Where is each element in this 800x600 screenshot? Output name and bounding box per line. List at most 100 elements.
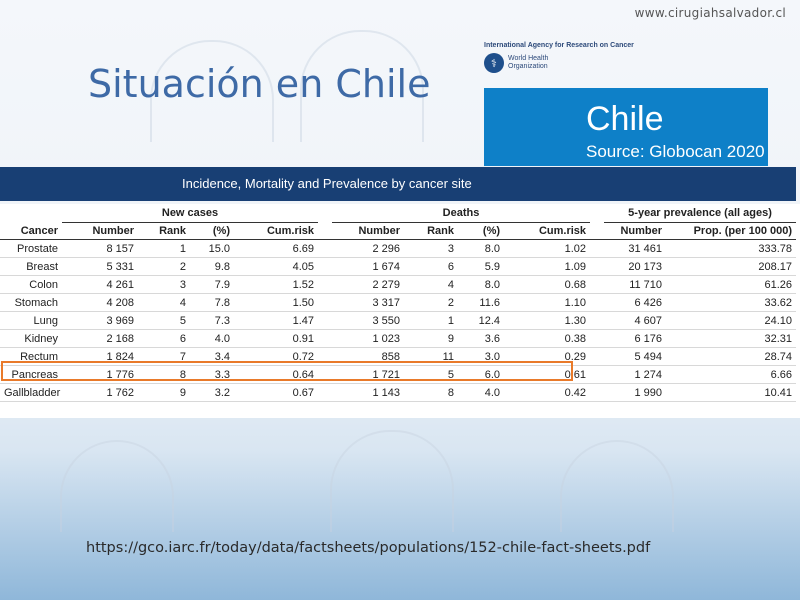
who-emblem-icon: ⚕ bbox=[484, 53, 504, 73]
cell-p-prop: 32.31 bbox=[666, 329, 797, 348]
col-nc-number: Number bbox=[62, 222, 138, 240]
country-box: Chile Source: Globocan 2020 bbox=[484, 88, 768, 166]
cell-d-cumrisk: 0.38 bbox=[504, 329, 591, 348]
cell-p-prop: 28.74 bbox=[666, 347, 797, 366]
cell-nc-pct: 7.9 bbox=[190, 275, 234, 294]
cell-p-prop: 208.17 bbox=[666, 257, 797, 276]
cell-d-rank: 5 bbox=[404, 365, 459, 384]
cell-nc-number: 1 824 bbox=[62, 347, 138, 366]
cell-nc-cumrisk: 0.72 bbox=[234, 347, 319, 366]
cell-nc-number: 8 157 bbox=[62, 239, 138, 258]
cell-p-prop: 33.62 bbox=[666, 293, 797, 312]
cell-cancer: Lung bbox=[0, 311, 62, 330]
cell-cancer: Prostate bbox=[0, 239, 62, 258]
cell-d-cumrisk: 1.10 bbox=[504, 293, 591, 312]
cell-nc-number: 1 776 bbox=[62, 365, 138, 384]
cell-p-prop: 61.26 bbox=[666, 275, 797, 294]
cell-nc-pct: 9.8 bbox=[190, 257, 234, 276]
cell-nc-cumrisk: 0.91 bbox=[234, 329, 319, 348]
col-d-pct: (%) bbox=[458, 222, 505, 240]
col-d-rank: Rank bbox=[404, 222, 459, 240]
source-label: Source: Globocan 2020 bbox=[586, 142, 765, 161]
cell-nc-pct: 7.8 bbox=[190, 293, 234, 312]
cell-nc-number: 2 168 bbox=[62, 329, 138, 348]
cell-nc-pct: 3.2 bbox=[190, 383, 234, 402]
cell-cancer: Breast bbox=[0, 257, 62, 276]
table-row: Kidney 2 168 6 4.0 0.91 1 023 9 3.6 0.38 6 176 32.… bbox=[0, 329, 797, 348]
cell-d-rank: 11 bbox=[404, 347, 459, 366]
cell-nc-cumrisk: 1.47 bbox=[234, 311, 319, 330]
cell-d-rank: 6 bbox=[404, 257, 459, 276]
cell-d-number: 1 023 bbox=[332, 329, 405, 348]
table-banner: Incidence, Mortality and Prevalence by c… bbox=[0, 167, 796, 201]
cell-d-pct: 3.0 bbox=[458, 347, 505, 366]
table-row: Pancreas 1 776 8 3.3 0.64 1 721 5 6.0 0.61 1 274 6… bbox=[0, 365, 797, 384]
cell-d-number: 1 721 bbox=[332, 365, 405, 384]
col-p-number: Number bbox=[604, 222, 667, 240]
group-deaths: Deaths bbox=[332, 204, 591, 223]
group-new-cases: New cases bbox=[62, 204, 319, 223]
cell-d-pct: 3.6 bbox=[458, 329, 505, 348]
cell-nc-rank: 4 bbox=[138, 293, 190, 312]
cell-d-pct: 5.9 bbox=[458, 257, 505, 276]
col-p-prop: Prop. (per 100 000) bbox=[666, 222, 797, 240]
cell-nc-rank: 3 bbox=[138, 275, 190, 294]
col-d-number: Number bbox=[332, 222, 405, 240]
cell-p-number: 4 607 bbox=[604, 311, 667, 330]
cell-p-number: 20 173 bbox=[604, 257, 667, 276]
cell-p-number: 6 176 bbox=[604, 329, 667, 348]
cell-p-prop: 6.66 bbox=[666, 365, 797, 384]
cell-nc-number: 4 208 bbox=[62, 293, 138, 312]
cell-nc-number: 1 762 bbox=[62, 383, 138, 402]
cell-p-number: 31 461 bbox=[604, 239, 667, 258]
source-url: https://gco.iarc.fr/today/data/factsheet… bbox=[86, 540, 651, 556]
cell-cancer: Kidney bbox=[0, 329, 62, 348]
cell-p-number: 5 494 bbox=[604, 347, 667, 366]
cell-nc-cumrisk: 0.67 bbox=[234, 383, 319, 402]
table-row: Gallbladder 1 762 9 3.2 0.67 1 143 8 4.0 0.42 1 9… bbox=[0, 383, 797, 402]
cell-nc-rank: 5 bbox=[138, 311, 190, 330]
cell-d-pct: 8.0 bbox=[458, 239, 505, 258]
cell-nc-pct: 3.4 bbox=[190, 347, 234, 366]
who-name: World Health Organization bbox=[508, 55, 549, 70]
cell-cancer: Stomach bbox=[0, 293, 62, 312]
cell-nc-cumrisk: 1.50 bbox=[234, 293, 319, 312]
cell-d-rank: 1 bbox=[404, 311, 459, 330]
cell-nc-rank: 9 bbox=[138, 383, 190, 402]
table-row: Rectum 1 824 7 3.4 0.72 858 11 3.0 0.29 5 494 28.7… bbox=[0, 347, 797, 366]
cell-cancer: Rectum bbox=[0, 347, 62, 366]
slide-title: Situación en Chile bbox=[88, 62, 431, 106]
cell-d-cumrisk: 1.30 bbox=[504, 311, 591, 330]
cell-d-rank: 9 bbox=[404, 329, 459, 348]
group-prevalence: 5-year prevalence (all ages) bbox=[604, 204, 797, 223]
cell-nc-rank: 8 bbox=[138, 365, 190, 384]
banner-title: Incidence, Mortality and Prevalence by c… bbox=[182, 176, 472, 191]
cell-d-number: 1 143 bbox=[332, 383, 405, 402]
cell-d-pct: 11.6 bbox=[458, 293, 505, 312]
cell-nc-rank: 7 bbox=[138, 347, 190, 366]
cell-nc-pct: 7.3 bbox=[190, 311, 234, 330]
cell-d-number: 3 317 bbox=[332, 293, 405, 312]
cell-d-rank: 4 bbox=[404, 275, 459, 294]
cell-d-number: 2 296 bbox=[332, 239, 405, 258]
table-row: Stomach 4 208 4 7.8 1.50 3 317 2 11.6 1.10 6 426 3… bbox=[0, 293, 797, 312]
cell-nc-number: 4 261 bbox=[62, 275, 138, 294]
cell-nc-pct: 3.3 bbox=[190, 365, 234, 384]
cell-cancer: Colon bbox=[0, 275, 62, 294]
cell-p-prop: 24.10 bbox=[666, 311, 797, 330]
cell-cancer: Gallbladder bbox=[0, 383, 62, 402]
cell-d-pct: 6.0 bbox=[458, 365, 505, 384]
cell-d-pct: 4.0 bbox=[458, 383, 505, 402]
cell-d-cumrisk: 1.09 bbox=[504, 257, 591, 276]
cell-nc-pct: 4.0 bbox=[190, 329, 234, 348]
cell-d-rank: 2 bbox=[404, 293, 459, 312]
cell-d-number: 1 674 bbox=[332, 257, 405, 276]
website-label: www.cirugiahsalvador.cl bbox=[634, 6, 786, 20]
cell-nc-rank: 2 bbox=[138, 257, 190, 276]
cell-nc-cumrisk: 6.69 bbox=[234, 239, 319, 258]
cell-nc-number: 5 331 bbox=[62, 257, 138, 276]
cell-d-pct: 12.4 bbox=[458, 311, 505, 330]
col-nc-rank: Rank bbox=[138, 222, 190, 240]
table-row: Lung 3 969 5 7.3 1.47 3 550 1 12.4 1.30 4 607 24.1… bbox=[0, 311, 797, 330]
